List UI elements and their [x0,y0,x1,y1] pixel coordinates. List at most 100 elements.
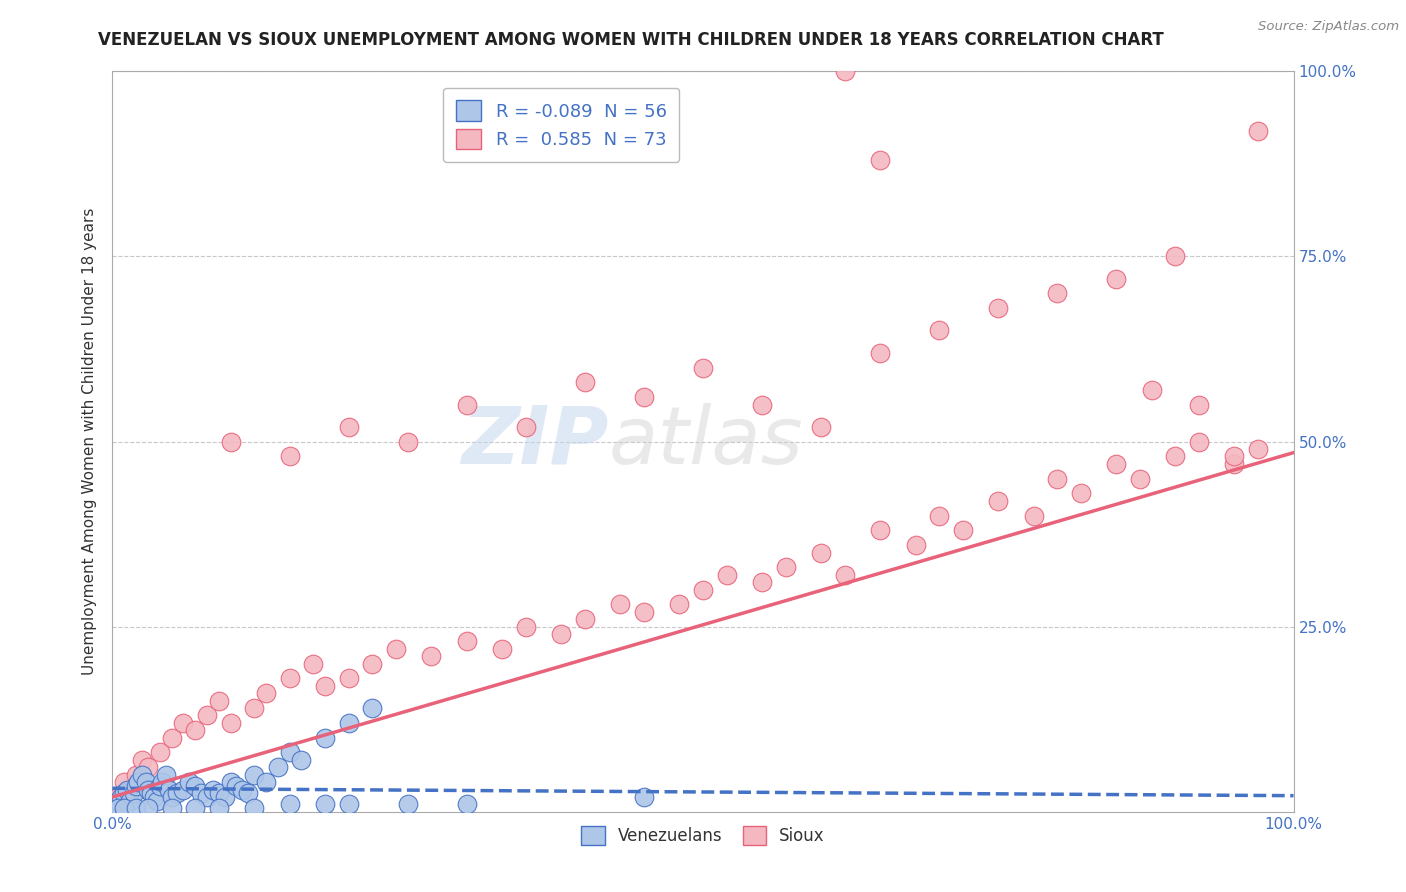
Point [361,701,384,715]
Point [314,731,336,745]
Point [456,797,478,812]
Legend: Venezuelans, Sioux: Venezuelans, Sioux [575,819,831,852]
Point [1223,450,1246,464]
Point [834,567,856,582]
Point [456,634,478,648]
Point [125,767,148,781]
Point [633,390,655,404]
Point [195,789,218,804]
Point [149,746,172,760]
Point [243,701,266,715]
Point [254,775,277,789]
Point [633,605,655,619]
Point [278,672,301,686]
Point [396,434,419,449]
Point [952,524,974,538]
Point [135,775,157,789]
Point [396,797,419,812]
Point [125,801,148,815]
Point [107,789,129,804]
Point [208,694,231,708]
Text: ZIP: ZIP [461,402,609,481]
Point [337,715,360,730]
Point [231,782,253,797]
Point [120,782,142,797]
Point [115,782,138,797]
Point [157,782,180,797]
Text: Source: ZipAtlas.com: Source: ZipAtlas.com [1258,20,1399,33]
Point [131,753,153,767]
Point [172,782,194,797]
Point [195,708,218,723]
Point [314,797,336,812]
Point [574,376,596,390]
Point [751,398,773,412]
Point [219,775,242,789]
Point [112,801,135,815]
Point [337,419,360,434]
Point [290,753,312,767]
Point [112,786,135,800]
Point [243,767,266,781]
Point [928,508,950,523]
Point [1188,398,1211,412]
Point [1188,434,1211,449]
Point [337,672,360,686]
Point [515,419,537,434]
Point [869,153,891,168]
Point [160,789,183,804]
Point [136,801,159,815]
Point [141,786,163,800]
Point [716,567,738,582]
Point [184,801,207,815]
Point [550,627,572,641]
Point [692,360,714,375]
Point [1070,486,1092,500]
Point [1164,450,1187,464]
Point [254,686,277,700]
Point [1046,471,1069,485]
Point [1046,286,1069,301]
Point [1105,457,1128,471]
Point [810,419,832,434]
Point [928,324,950,338]
Point [1247,123,1270,137]
Point [1129,471,1152,485]
Point [122,786,145,800]
Point [214,789,236,804]
Text: atlas: atlas [609,402,803,481]
Point [136,760,159,774]
Point [385,641,408,656]
Point [361,657,384,671]
Point [810,546,832,560]
Point [633,789,655,804]
Point [110,789,132,804]
Y-axis label: Unemployment Among Women with Children Under 18 years: Unemployment Among Women with Children U… [82,208,97,675]
Point [668,598,690,612]
Point [155,767,177,781]
Point [219,434,242,449]
Point [179,775,201,789]
Point [208,801,231,815]
Point [238,786,260,800]
Point [1105,271,1128,285]
Point [225,779,247,793]
Point [574,612,596,626]
Point [105,797,128,812]
Point [101,801,124,815]
Point [160,801,183,815]
Point [751,575,773,590]
Point [775,560,797,574]
Point [107,794,129,808]
Point [692,582,714,597]
Point [278,450,301,464]
Point [160,731,183,745]
Point [987,493,1010,508]
Point [491,641,513,656]
Point [149,779,172,793]
Point [314,679,336,693]
Point [219,715,242,730]
Point [1022,508,1045,523]
Point [1164,250,1187,264]
Point [184,779,207,793]
